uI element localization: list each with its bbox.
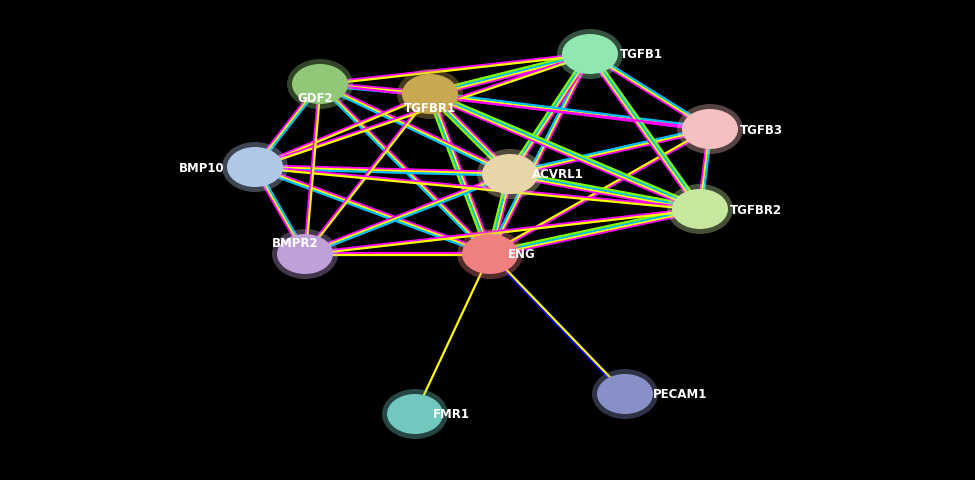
Ellipse shape: [457, 229, 523, 279]
Ellipse shape: [562, 35, 618, 75]
Ellipse shape: [277, 235, 333, 275]
Ellipse shape: [382, 389, 448, 439]
Text: TGFBR2: TGFBR2: [730, 203, 782, 216]
Text: FMR1: FMR1: [433, 408, 470, 420]
Ellipse shape: [402, 75, 458, 115]
Ellipse shape: [672, 190, 728, 229]
Ellipse shape: [462, 235, 518, 275]
Ellipse shape: [592, 369, 658, 419]
Ellipse shape: [227, 148, 283, 188]
Text: ENG: ENG: [508, 248, 535, 261]
Text: TGFBR1: TGFBR1: [404, 102, 456, 115]
Ellipse shape: [482, 155, 538, 194]
Text: PECAM1: PECAM1: [653, 388, 708, 401]
Text: GDF2: GDF2: [297, 92, 332, 105]
Ellipse shape: [272, 229, 338, 279]
Ellipse shape: [287, 60, 353, 110]
Ellipse shape: [222, 143, 288, 192]
Ellipse shape: [677, 105, 743, 155]
Ellipse shape: [597, 374, 653, 414]
Text: TGFB1: TGFB1: [620, 48, 663, 61]
Ellipse shape: [682, 110, 738, 150]
Ellipse shape: [387, 394, 443, 434]
Ellipse shape: [667, 185, 733, 235]
Text: BMP10: BMP10: [179, 161, 225, 174]
Text: ACVRL1: ACVRL1: [532, 168, 584, 181]
Text: BMPR2: BMPR2: [272, 237, 318, 250]
Ellipse shape: [477, 150, 543, 200]
Ellipse shape: [397, 70, 463, 120]
Ellipse shape: [557, 30, 623, 80]
Text: TGFB3: TGFB3: [740, 123, 783, 136]
Ellipse shape: [292, 65, 348, 105]
